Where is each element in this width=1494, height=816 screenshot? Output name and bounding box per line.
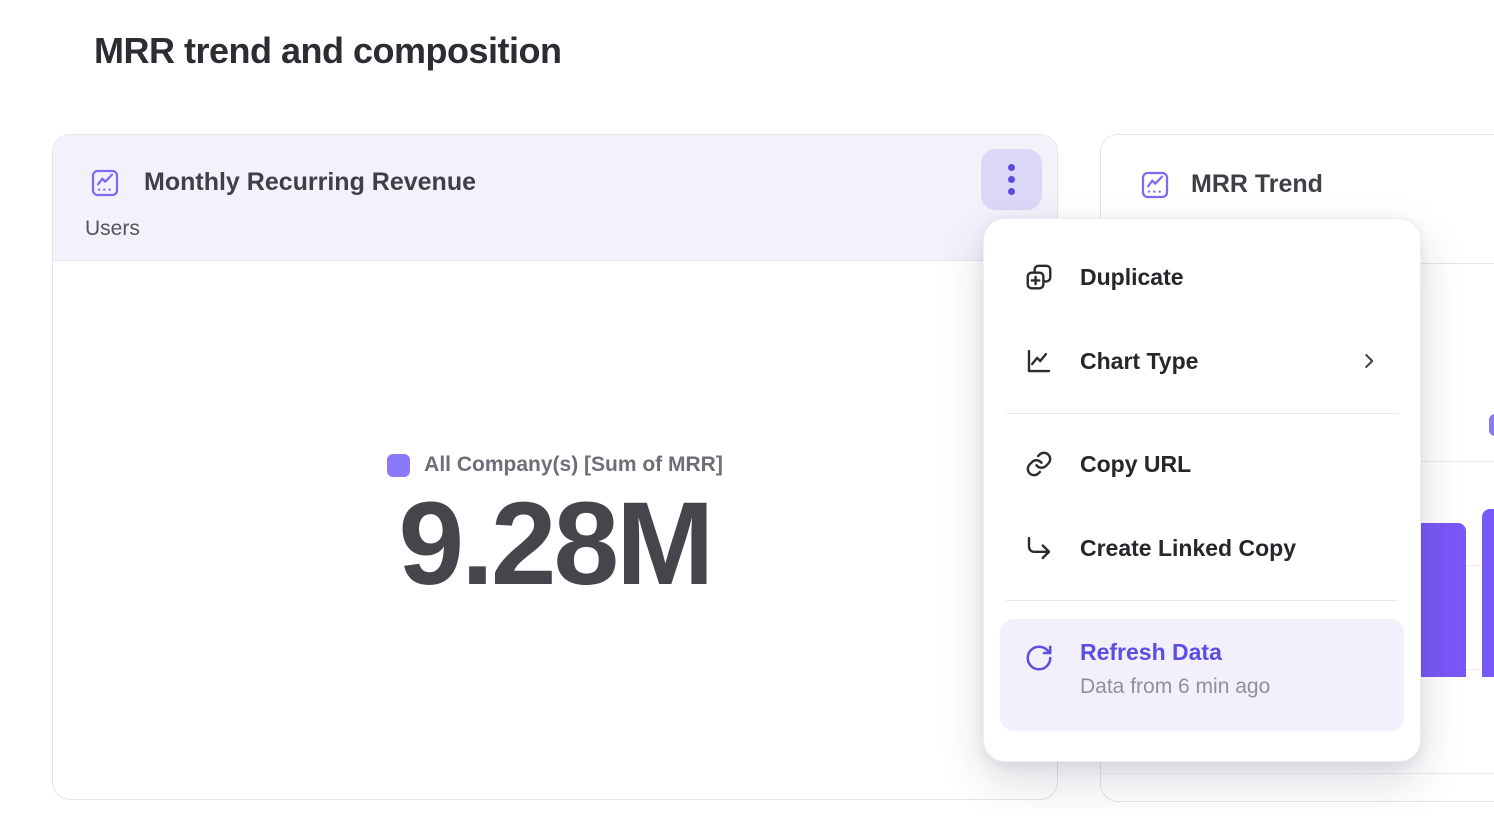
page-title: MRR trend and composition <box>94 30 562 71</box>
menu-item-label: Chart Type <box>1080 347 1199 374</box>
menu-item-label: Copy URL <box>1080 450 1192 477</box>
kpi-legend: All Company(s) [Sum of MRR] <box>387 453 723 477</box>
menu-item-duplicate[interactable]: Duplicate <box>1000 245 1404 309</box>
duplicate-icon <box>1024 262 1054 292</box>
widget-subtitle: Users <box>85 217 140 240</box>
chart-widget-icon <box>1139 169 1171 201</box>
legend-label: All Company(s) [Sum of MRR] <box>424 453 723 477</box>
widget-menu-button[interactable] <box>981 149 1042 210</box>
legend-swatch <box>1489 414 1494 436</box>
mrr-widget-header: Monthly Recurring Revenue Users <box>53 135 1057 261</box>
menu-item-refresh-data[interactable]: Refresh Data Data from 6 min ago <box>1000 619 1404 731</box>
menu-divider <box>1006 413 1398 414</box>
mrr-widget-card: Monthly Recurring Revenue Users All Comp… <box>52 134 1058 800</box>
menu-item-label: Refresh Data <box>1080 639 1222 665</box>
menu-item-copy-url[interactable]: Copy URL <box>1000 432 1404 496</box>
chart-type-icon <box>1024 346 1054 376</box>
link-icon <box>1024 449 1054 479</box>
linked-copy-icon <box>1024 533 1054 563</box>
menu-item-label: Duplicate <box>1080 263 1184 290</box>
chart-widget-icon <box>89 167 121 199</box>
refresh-icon <box>1024 643 1054 673</box>
menu-item-label: Create Linked Copy <box>1080 534 1296 561</box>
kpi-body: All Company(s) [Sum of MRR] 9.28M <box>53 261 1057 799</box>
menu-divider <box>1006 600 1398 601</box>
menu-item-chart-type[interactable]: Chart Type <box>1000 329 1404 393</box>
refresh-status-text: Data from 6 min ago <box>1080 675 1271 698</box>
widget-title: MRR Trend <box>1191 170 1323 198</box>
gridline <box>1101 773 1494 774</box>
legend-swatch <box>387 453 411 477</box>
kebab-icon <box>1008 164 1015 195</box>
widget-title: Monthly Recurring Revenue <box>144 168 476 196</box>
widget-context-menu: Duplicate Chart Type Copy URL <box>983 218 1421 762</box>
chevron-right-icon <box>1358 350 1380 372</box>
kpi-value: 9.28M <box>398 478 715 611</box>
menu-item-create-linked-copy[interactable]: Create Linked Copy <box>1000 516 1404 580</box>
chart-bar[interactable] <box>1482 509 1494 677</box>
